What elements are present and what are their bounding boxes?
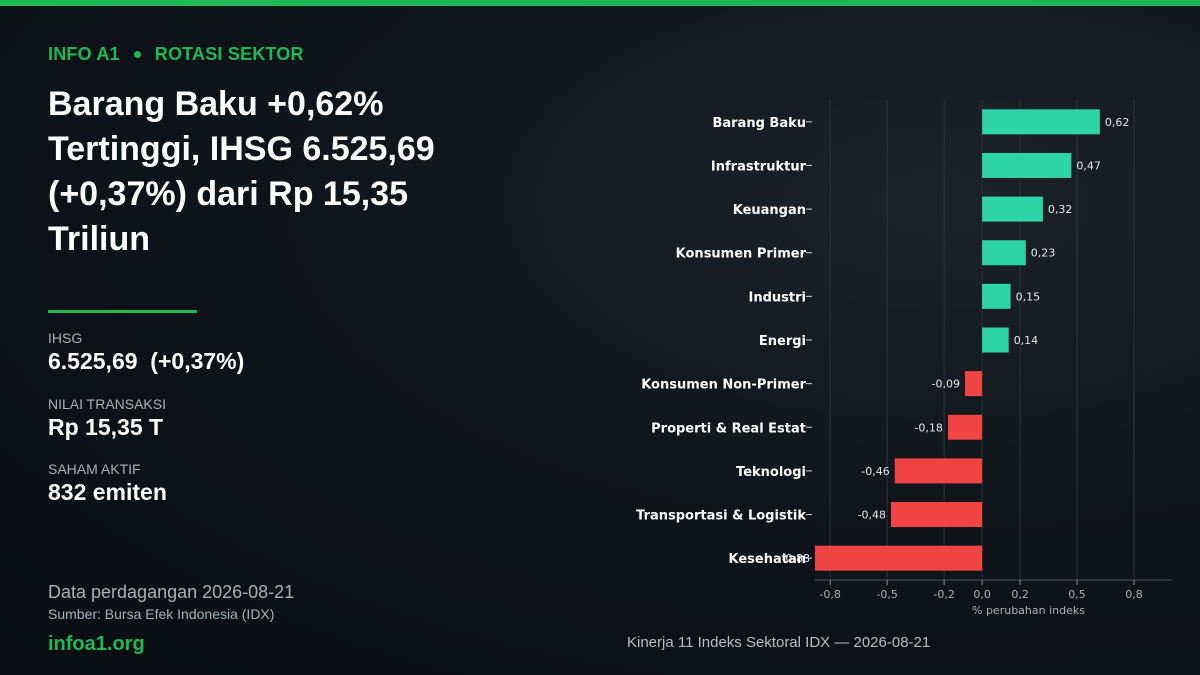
value-label-8: -0,46: [861, 465, 889, 478]
stat-nilai-transaksi: NILAI TRANSAKSI Rp 15,35 T: [48, 396, 166, 441]
value-label-0: 0,62: [1105, 116, 1130, 129]
bar-7: [947, 414, 983, 440]
category-label-9: Transportasi & Logistik: [636, 509, 806, 524]
bar-6: [965, 371, 983, 397]
chart-svg: Barang Baku 0,62 Infrastruktur 0,47 Keuangan…: [636, 100, 1172, 617]
value-label-2: 0,32: [1048, 203, 1073, 216]
category-label-10: Kesehatan: [729, 552, 807, 567]
x-tick-label-1: -0,5: [876, 588, 897, 601]
x-tick-label-4: 0,2: [1011, 588, 1029, 601]
category-label-6: Konsumen Non-Primer: [641, 378, 806, 393]
bullet-dot-icon: [133, 51, 141, 58]
bar-0: [982, 109, 1100, 135]
category-label-8: Teknologi: [736, 465, 806, 480]
category-label-3: Konsumen Primer: [676, 247, 807, 262]
footer-date: Data perdagangan 2026-08-21: [48, 582, 295, 602]
bar-1: [982, 152, 1072, 178]
x-axis-title: % perubahan indeks: [972, 604, 1085, 617]
bar-8: [894, 458, 983, 484]
value-label-3: 0,23: [1031, 247, 1056, 260]
category-label-5: Energi: [759, 334, 806, 349]
stat-ihsg-label: IHSG: [48, 330, 83, 346]
value-label-4: 0,15: [1016, 290, 1041, 303]
chart-caption: Kinerja 11 Indeks Sektoral IDX — 2026-08…: [627, 634, 931, 651]
x-tick-label-2: -0,2: [933, 588, 954, 601]
bar-10: [815, 545, 983, 571]
stat-nilai-value: Rp 15,35 T: [48, 414, 164, 440]
bar-4: [982, 283, 1011, 309]
sector-bar-chart: Barang Baku 0,62 Infrastruktur 0,47 Keuangan…: [600, 90, 1190, 620]
x-tick-label-6: 0,8: [1125, 588, 1143, 601]
x-tick-label-3: 0,0: [973, 588, 991, 601]
x-tick-label-5: 0,5: [1068, 588, 1086, 601]
bar-2: [982, 196, 1043, 222]
category-label-1: Infrastruktur: [711, 159, 807, 174]
bar-5: [982, 327, 1009, 353]
category-label-4: Industri: [749, 290, 806, 305]
kicker: INFO A1 ROTASI SEKTOR: [48, 44, 304, 65]
category-label-0: Barang Baku: [712, 116, 806, 131]
value-label-5: 0,14: [1014, 334, 1039, 347]
stat-saham-value: 832 emiten: [48, 479, 167, 505]
stat-saham-label: SAHAM AKTIF: [48, 461, 141, 477]
bar-9: [890, 502, 983, 528]
section-label: ROTASI SEKTOR: [154, 44, 304, 64]
value-label-1: 0,47: [1076, 159, 1101, 172]
stat-ihsg-value: 6.525,69 (+0,37%): [48, 348, 245, 374]
stat-ihsg: IHSG 6.525,69 (+0,37%): [48, 330, 244, 375]
value-label-10: -0,88: [782, 552, 810, 565]
footer-source: Sumber: Bursa Efek Indonesia (IDX): [48, 606, 275, 622]
category-label-2: Keuangan: [733, 203, 806, 218]
value-label-7: -0,18: [914, 421, 942, 434]
divider: [48, 310, 197, 313]
x-tick-label-0: -0,8: [819, 588, 840, 601]
stat-nilai-label: NILAI TRANSAKSI: [48, 396, 167, 412]
value-label-6: -0,09: [932, 378, 960, 391]
site-link[interactable]: infoa1.org: [48, 633, 145, 655]
stat-saham-aktif: SAHAM AKTIF 832 emiten: [48, 461, 167, 506]
bar-3: [982, 240, 1026, 266]
value-label-9: -0,48: [857, 509, 885, 522]
brand-label: INFO A1: [48, 44, 120, 64]
category-label-7: Properti & Real Estat: [651, 421, 806, 436]
headline: Barang Baku +0,62% Tertinggi, IHSG 6.525…: [48, 85, 435, 258]
top-accent-bar: [0, 0, 1200, 6]
